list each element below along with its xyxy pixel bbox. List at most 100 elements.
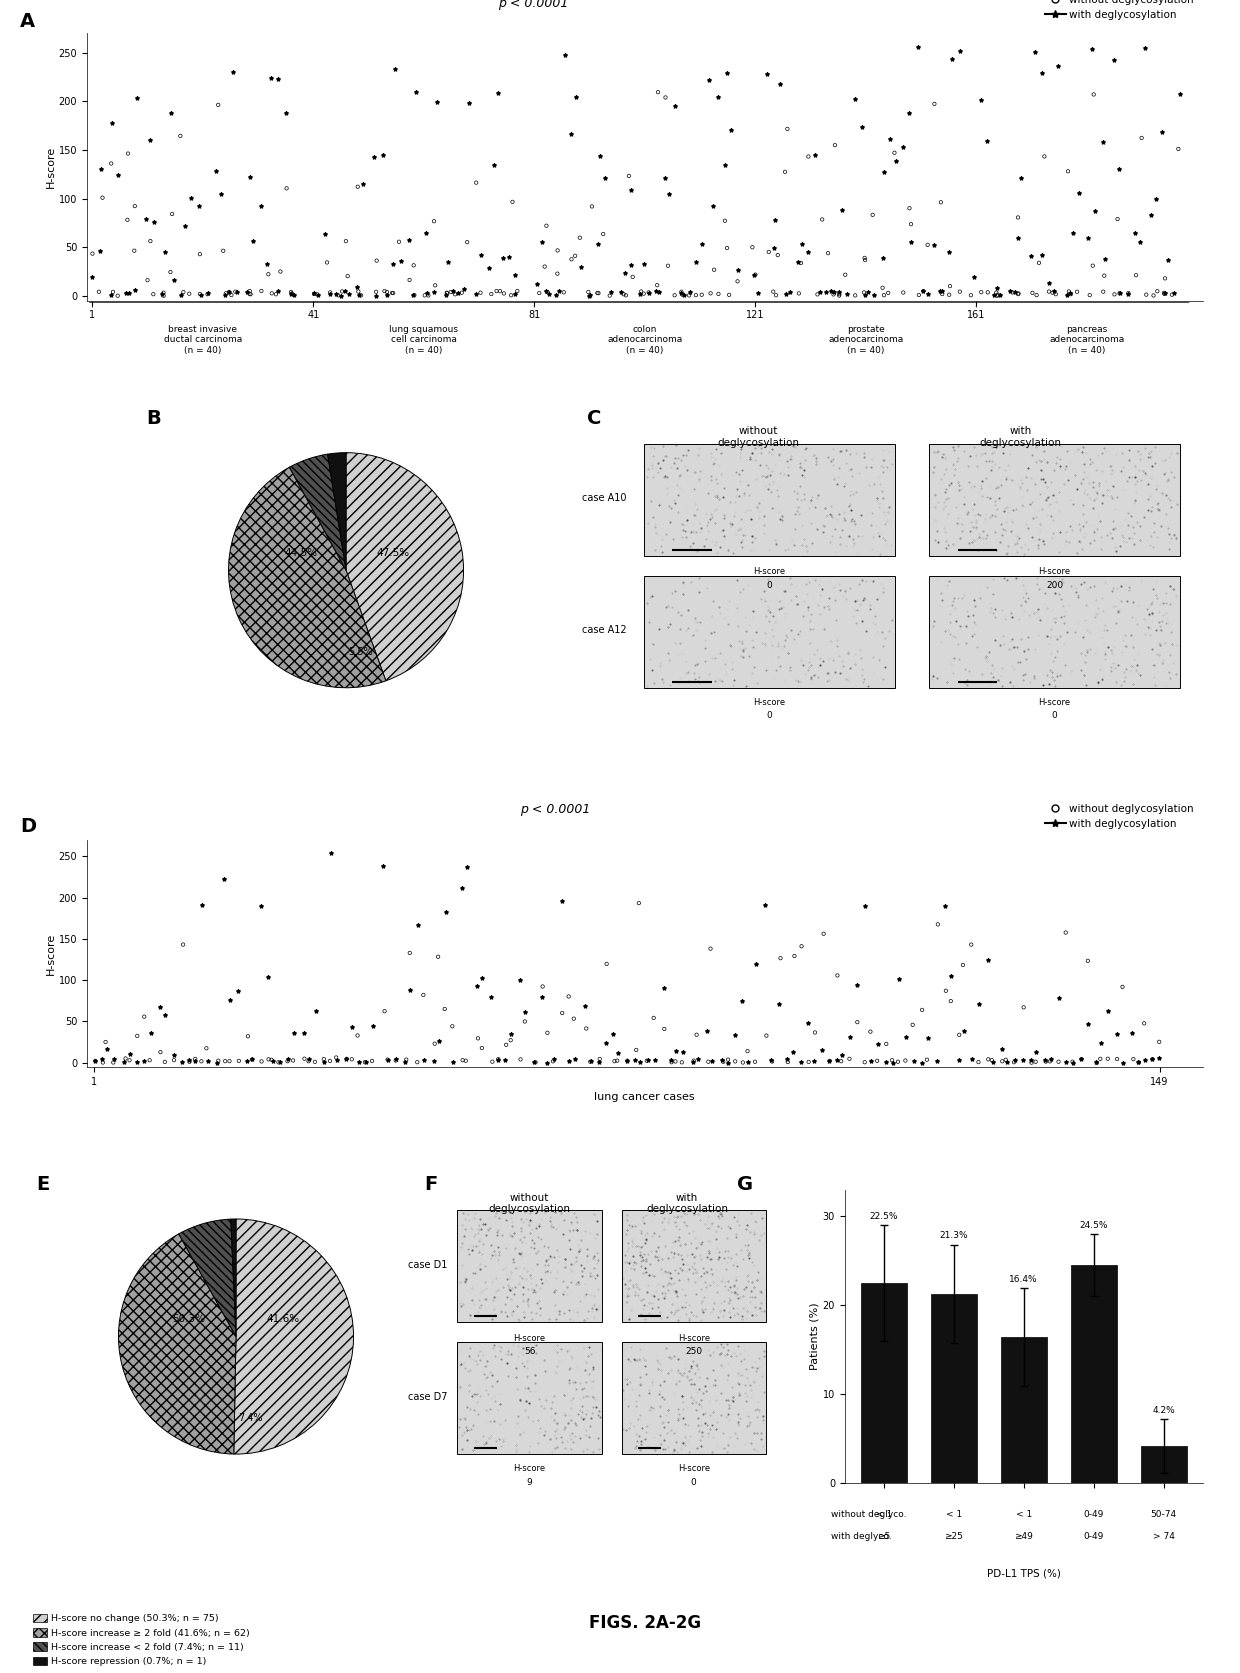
Point: [812, 1037, 832, 1064]
Point: [1107, 1046, 1127, 1072]
Point: [1011, 164, 1030, 191]
Point: [428, 944, 448, 970]
Point: [268, 278, 288, 304]
Text: D: D: [20, 816, 36, 836]
Point: [114, 1049, 134, 1076]
Point: [1040, 1047, 1060, 1074]
Point: [854, 244, 874, 271]
Point: [435, 898, 455, 925]
Text: G: G: [738, 1174, 754, 1195]
Point: [813, 920, 833, 947]
Point: [856, 281, 875, 308]
Point: [874, 281, 894, 308]
Point: [703, 192, 723, 219]
Point: [269, 65, 289, 92]
Point: [500, 243, 520, 269]
Point: [977, 947, 997, 974]
Text: F: F: [424, 1174, 438, 1195]
Point: [971, 279, 991, 306]
Wedge shape: [231, 1220, 236, 1337]
Point: [807, 281, 827, 308]
Point: [1130, 1049, 1149, 1076]
Point: [837, 281, 857, 308]
Point: [725, 1047, 745, 1074]
Point: [1059, 278, 1079, 304]
Point: [399, 228, 419, 254]
Point: [810, 279, 830, 306]
Point: [466, 169, 486, 196]
Point: [821, 278, 841, 304]
Legend: H-score no change (44.5%; n = 89), H-score increase ≥ 2 fold (47.5%; n = 95), H-: H-score no change (44.5%; n = 89), H-sco…: [139, 843, 363, 903]
Point: [103, 109, 123, 136]
Point: [382, 279, 402, 306]
Point: [873, 274, 893, 301]
Point: [229, 1047, 249, 1074]
Point: [777, 1049, 797, 1076]
Text: 0-49: 0-49: [1084, 1511, 1104, 1519]
Point: [308, 281, 327, 308]
Point: [548, 238, 568, 264]
Point: [578, 279, 598, 306]
Point: [1008, 281, 1028, 308]
Point: [347, 174, 367, 201]
Point: [140, 1047, 160, 1074]
Point: [414, 1047, 434, 1074]
Point: [825, 132, 844, 159]
Point: [647, 271, 667, 298]
Point: [928, 1047, 947, 1074]
Text: 9: 9: [527, 1477, 532, 1487]
Point: [1006, 279, 1025, 306]
Point: [1058, 157, 1078, 184]
Point: [250, 893, 270, 920]
Point: [1008, 224, 1028, 251]
Point: [645, 1046, 665, 1072]
Point: [479, 254, 498, 281]
Point: [377, 281, 397, 308]
Point: [666, 1047, 686, 1074]
Point: [294, 1019, 314, 1046]
Point: [91, 238, 110, 264]
Point: [347, 273, 367, 299]
Text: H-score: H-score: [513, 1333, 546, 1343]
Point: [536, 278, 556, 304]
Point: [496, 1032, 516, 1059]
Point: [1107, 1021, 1127, 1047]
Point: [904, 1047, 924, 1074]
Text: C: C: [587, 408, 601, 428]
Point: [118, 141, 138, 167]
Point: [1069, 179, 1089, 206]
Point: [1078, 947, 1097, 974]
Point: [314, 1046, 334, 1072]
Point: [383, 279, 403, 306]
Text: case D7: case D7: [408, 1392, 448, 1402]
Point: [91, 156, 110, 182]
Point: [539, 281, 559, 308]
Point: [878, 279, 898, 306]
Text: case A10: case A10: [583, 494, 626, 504]
Point: [237, 278, 257, 304]
Point: [211, 181, 231, 207]
Point: [373, 852, 393, 878]
Point: [1034, 144, 1054, 171]
Point: [733, 987, 753, 1014]
Point: [1023, 279, 1043, 306]
Point: [954, 952, 973, 979]
Wedge shape: [234, 1220, 353, 1454]
Point: [830, 281, 849, 308]
Point: [1080, 281, 1100, 308]
Point: [780, 279, 800, 306]
Text: 50.3%: 50.3%: [172, 1315, 206, 1325]
Point: [339, 281, 358, 308]
Point: [482, 1049, 502, 1076]
Point: [516, 999, 536, 1026]
Point: [1107, 206, 1127, 233]
Point: [429, 1027, 449, 1054]
Point: [174, 279, 193, 306]
X-axis label: lung cancer cases: lung cancer cases: [594, 1092, 696, 1103]
Point: [589, 1049, 609, 1076]
Point: [595, 166, 615, 192]
Point: [196, 1036, 216, 1062]
Point: [219, 278, 239, 304]
Point: [191, 1047, 211, 1074]
Point: [1022, 1049, 1042, 1076]
